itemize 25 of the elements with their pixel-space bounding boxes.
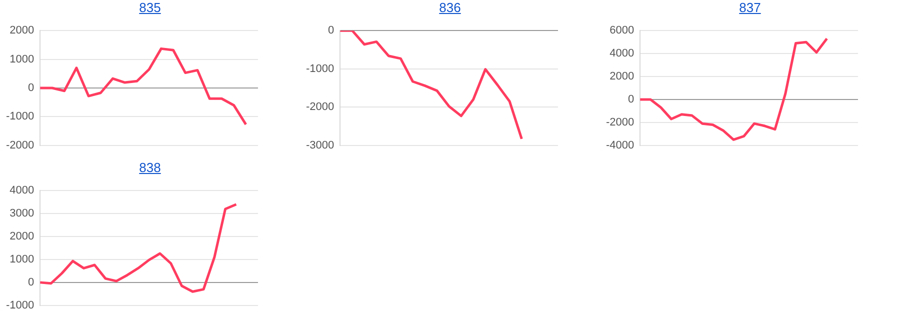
- y-tick-label: 2000: [10, 24, 34, 37]
- chart-title: 838: [138, 160, 162, 177]
- y-tick-label: 3000: [10, 208, 34, 220]
- chart-title: 835: [138, 0, 162, 17]
- y-tick-label: 1000: [10, 254, 34, 266]
- y-tick-label: -4000: [606, 139, 634, 152]
- chart-title: 837: [738, 0, 762, 17]
- y-tick-label: -3000: [306, 139, 334, 152]
- y-tick-label: -1000: [6, 110, 34, 123]
- y-tick-label: 4000: [10, 184, 34, 197]
- y-tick-label: -2000: [606, 116, 634, 128]
- y-tick-label: 1000: [10, 53, 34, 66]
- y-tick-label: -2000: [6, 139, 34, 152]
- y-tick-label: -1000: [306, 62, 334, 75]
- y-tick-label: 6000: [610, 24, 634, 37]
- y-tick-label: 4000: [610, 48, 634, 60]
- y-tick-label: 0: [28, 82, 34, 94]
- y-tick-label: 0: [628, 94, 634, 106]
- y-tick-label: -1000: [6, 299, 34, 312]
- y-tick-label: 0: [28, 276, 34, 288]
- y-tick-label: -2000: [306, 101, 334, 114]
- y-tick-label: 0: [328, 24, 334, 37]
- y-tick-label: 2000: [10, 230, 34, 243]
- chart-title: 836: [438, 0, 462, 17]
- y-tick-label: 2000: [610, 70, 634, 83]
